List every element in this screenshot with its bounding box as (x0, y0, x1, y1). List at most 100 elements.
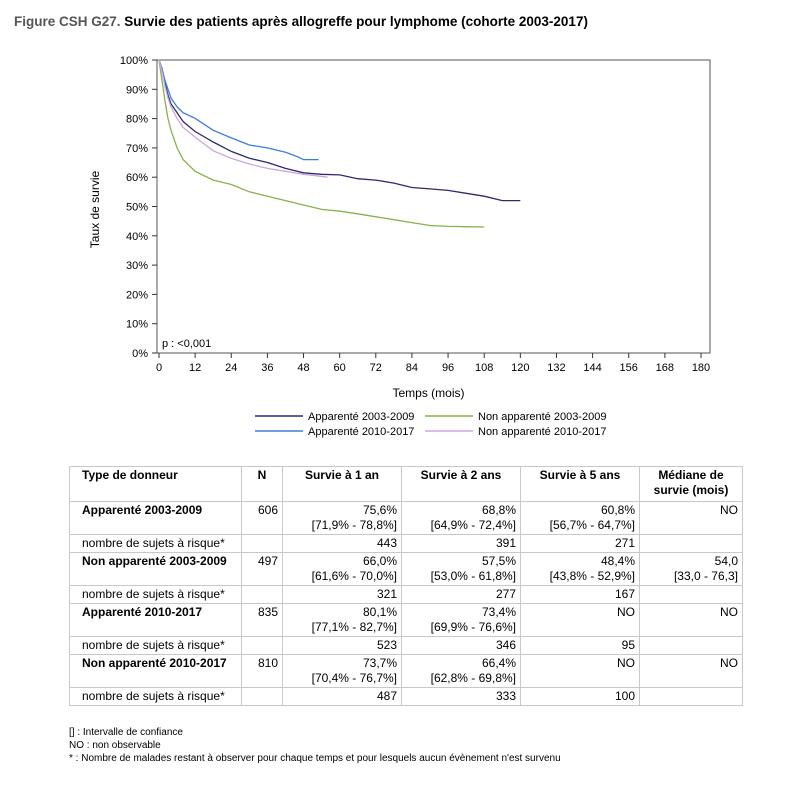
series-line-3 (158, 59, 319, 161)
risk-empty (639, 636, 743, 655)
survival-1y-ci: [70,4% - 76,7%] (311, 671, 397, 685)
chart-series (158, 59, 521, 228)
footnote-ci: [] : Intervalle de confiance (69, 727, 183, 738)
x-tick-label: 168 (656, 362, 674, 374)
median-value: NO (720, 605, 738, 619)
y-axis-label: Taux de survie (88, 170, 102, 248)
survival-1y: 80,1% [77,1% - 82,7%] (282, 603, 402, 637)
survival-1y-value: 66,0% (362, 554, 397, 568)
survival-2y: 66,4% [62,8% - 69,8%] (401, 654, 521, 688)
survival-5y-value: 60,8% (600, 503, 635, 517)
survival-1y: 73,7% [70,4% - 76,7%] (282, 654, 402, 688)
x-tick-label: 84 (406, 362, 418, 374)
col-header-donor-type: Type de donneur (69, 466, 242, 502)
chart-axes: 0% 10% 20% 30% 40% 50% 60% 70% 80% 90% 100% 0 12 24 36… (88, 55, 711, 400)
group-name: Non apparenté 2010-2017 (69, 654, 242, 688)
x-tick-label: 156 (620, 362, 638, 374)
risk-empty (241, 687, 283, 706)
risk-label: nombre de sujets à risque* (69, 687, 242, 706)
series-line-4 (158, 59, 328, 178)
footnote-risk: * : Nombre de malades restant à observer… (69, 753, 561, 764)
risk-empty (241, 636, 283, 655)
x-tick-label: 60 (334, 362, 346, 374)
x-tick-label: 180 (692, 362, 710, 374)
y-tick-label: 40% (126, 231, 148, 243)
figure-heading: Survie des patients après allogreffe pou… (124, 14, 588, 29)
survival-5y-value: NO (617, 656, 635, 670)
x-axis-label: Temps (mois) (392, 386, 464, 400)
table-row-risk: nombre de sujets à risque* 443 391 271 (69, 534, 743, 553)
survival-5y-ci: [56,7% - 64,7%] (549, 518, 635, 532)
plot-frame (156, 59, 711, 354)
group-name: Apparenté 2003-2009 (69, 501, 242, 535)
y-tick-label: 0% (132, 348, 148, 360)
survival-1y: 75,6% [71,9% - 78,8%] (282, 501, 402, 535)
risk-empty (639, 534, 743, 553)
p-value-annotation: p : <0,001 (162, 338, 211, 350)
y-tick-label: 20% (126, 289, 148, 301)
x-tick-label: 48 (297, 362, 309, 374)
median-ci: [33,0 - 76,3] (673, 569, 738, 583)
risk-empty (241, 585, 283, 604)
x-tick-label: 72 (370, 362, 382, 374)
risk-1y: 487 (282, 687, 402, 706)
risk-1y: 321 (282, 585, 402, 604)
footnotes: [] : Intervalle de confiance NO : non ob… (69, 726, 561, 765)
series-line-2 (158, 59, 485, 228)
col-header-median: Médiane de survie (mois) (639, 466, 743, 502)
survival-5y: NO (520, 603, 640, 637)
median-survival: 54,0 [33,0 - 76,3] (639, 552, 743, 586)
table-row-group: Non apparenté 2010-2017 810 73,7% [70,4% - … (69, 654, 743, 688)
x-tick-label: 108 (475, 362, 493, 374)
x-tick-label: 132 (547, 362, 565, 374)
x-tick-label: 24 (225, 362, 237, 374)
risk-5y: 167 (520, 585, 640, 604)
legend-label: Apparenté 2010-2017 (308, 426, 414, 438)
figure-label: Figure CSH G27. (14, 14, 121, 29)
y-tick-label: 80% (126, 114, 148, 126)
survival-1y-value: 75,6% (362, 503, 397, 517)
survival-chart: 0% 10% 20% 30% 40% 50% 60% 70% 80% 90% 100% 0 12 24 36… (88, 55, 711, 438)
risk-2y: 346 (401, 636, 521, 655)
risk-label: nombre de sujets à risque* (69, 636, 242, 655)
survival-table: Type de donneur N Survie à 1 an Survie à… (69, 466, 743, 706)
survival-2y-value: 73,4% (481, 605, 516, 619)
x-tick-label: 12 (189, 362, 201, 374)
table-row-group: Apparenté 2003-2009 606 75,6% [71,9% - 78,8… (69, 501, 743, 535)
y-tick-label: 50% (126, 202, 148, 214)
chart-legend: Apparenté 2003-2009 Non apparenté 2003-20… (255, 411, 606, 438)
survival-1y-ci: [61,6% - 70,0%] (311, 569, 397, 583)
survival-5y: 60,8% [56,7% - 64,7%] (520, 501, 640, 535)
y-tick-label: 30% (126, 260, 148, 272)
group-n: 810 (241, 654, 283, 688)
median-survival: NO (639, 501, 743, 535)
survival-1y-ci: [71,9% - 78,8%] (311, 518, 397, 532)
risk-2y: 277 (401, 585, 521, 604)
legend-label: Apparenté 2003-2009 (308, 411, 414, 423)
survival-2y-ci: [69,9% - 76,6%] (430, 620, 516, 634)
risk-2y: 391 (401, 534, 521, 553)
median-survival: NO (639, 603, 743, 637)
median-value: 54,0 (714, 554, 738, 568)
table-row-group: Apparenté 2010-2017 835 80,1% [77,1% - 82,7… (69, 603, 743, 637)
risk-empty (639, 585, 743, 604)
risk-1y: 443 (282, 534, 402, 553)
median-survival: NO (639, 654, 743, 688)
y-tick-label: 70% (126, 143, 148, 155)
survival-2y: 57,5% [53,0% - 61,8%] (401, 552, 521, 586)
survival-2y-value: 57,5% (481, 554, 516, 568)
table-row-group: Non apparenté 2003-2009 497 66,0% [61,6% - … (69, 552, 743, 586)
survival-5y: NO (520, 654, 640, 688)
col-header-1y: Survie à 1 an (282, 466, 402, 502)
survival-5y-value: 48,4% (600, 554, 635, 568)
survival-5y-ci: [43,8% - 52,9%] (549, 569, 635, 583)
group-n: 606 (241, 501, 283, 535)
y-tick-label: 60% (126, 172, 148, 184)
group-name: Apparenté 2010-2017 (69, 603, 242, 637)
survival-5y: 48,4% [43,8% - 52,9%] (520, 552, 640, 586)
survival-2y-ci: [53,0% - 61,8%] (430, 569, 516, 583)
risk-empty (639, 687, 743, 706)
table-row-risk: nombre de sujets à risque* 487 333 100 (69, 687, 743, 706)
x-tick-label: 36 (261, 362, 273, 374)
y-tick-label: 90% (126, 84, 148, 96)
